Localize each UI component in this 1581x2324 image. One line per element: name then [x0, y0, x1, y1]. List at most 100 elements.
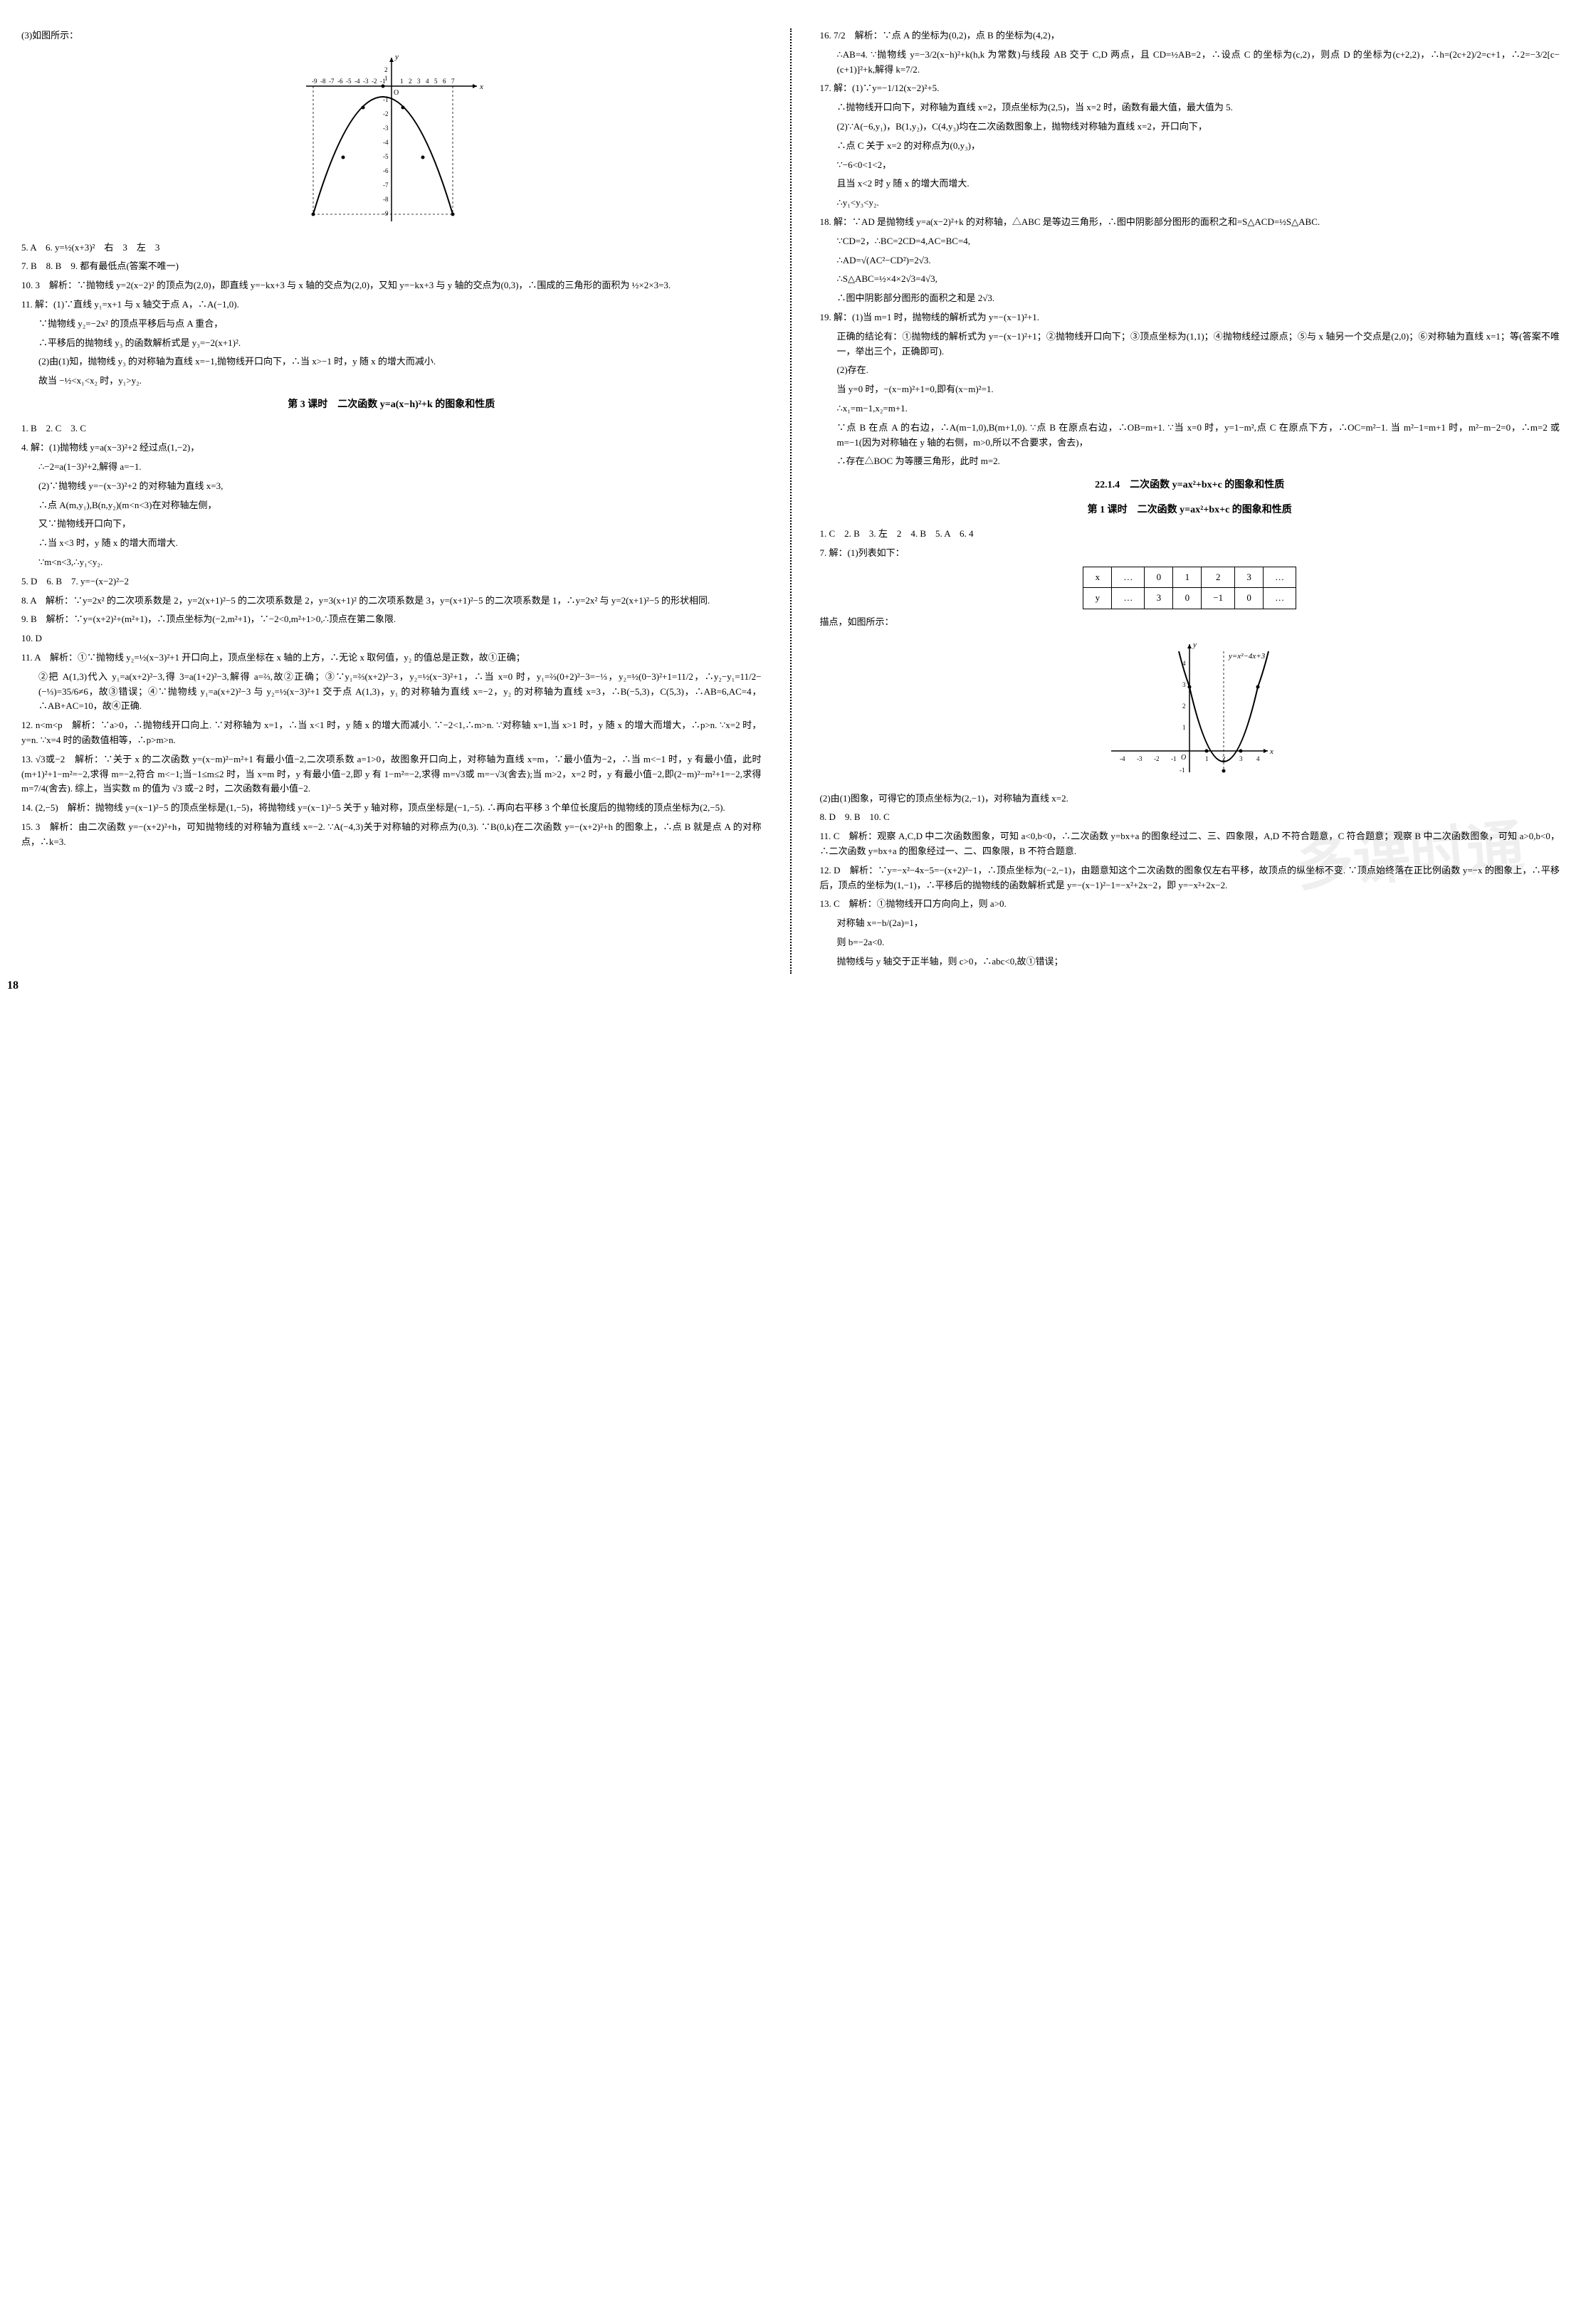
- s3-q11-line1: 11. A 解析：①∵抛物线 y₂=½(x−3)²+1 开口向上，顶点坐标在 x…: [21, 651, 762, 666]
- svg-text:x: x: [1269, 747, 1273, 756]
- c1-q13-line4: 抛物线与 y 轴交于正半轴，则 c>0，∴abc<0,故①错误；: [820, 955, 1560, 969]
- svg-text:1: 1: [384, 75, 388, 82]
- question-3-intro: (3)如图所示：: [21, 28, 762, 43]
- table-row-y: y: [1083, 588, 1112, 609]
- table-cell-neg1: −1: [1202, 588, 1235, 609]
- s3-q4-line2: ∴−2=a(1−3)²+2,解得 a=−1.: [21, 460, 762, 475]
- q19-line4: 当 y=0 时，−(x−m)²+1=0,即有(x−m)²=1.: [820, 382, 1560, 397]
- svg-text:O: O: [394, 89, 399, 97]
- svg-text:y: y: [394, 53, 399, 61]
- c1-q13-line2: 对称轴 x=−b/(2a)=1，: [820, 916, 1560, 931]
- s3-q15: 15. 3 解析：由二次函数 y=−(x+2)²+h，可知抛物线的对称轴为直线 …: [21, 820, 762, 850]
- q18-line3: ∴AD=√(AC²−CD²)=2√3.: [820, 253, 1560, 268]
- s3-q11-line2: ②把 A(1,3)代入 y₁=a(x+2)²−3,得 3=a(1+2)²−3,解…: [21, 670, 762, 714]
- question-11-line2: ∵抛物线 y₂=−2x² 的顶点平移后与点 A 重合，: [21, 317, 762, 332]
- table-header-3: 3: [1235, 567, 1264, 588]
- svg-text:-4: -4: [383, 139, 389, 146]
- svg-text:3: 3: [1239, 755, 1243, 762]
- question-11-line5: 故当 −½<x₁<x₂ 时，y₁>y₂.: [21, 374, 762, 389]
- q18-line4: ∴S△ABC=½×4×2√3=4√3,: [820, 272, 1560, 287]
- svg-text:2: 2: [1182, 703, 1186, 710]
- c1-q13-line1: 13. C 解析：①抛物线开口方向向上，则 a>0.: [820, 897, 1560, 912]
- svg-text:1: 1: [400, 78, 404, 85]
- table-header-2: 2: [1202, 567, 1235, 588]
- c1-answers-1-6: 1. C 2. B 3. 左 2 4. B 5. A 6. 4: [820, 527, 1560, 542]
- table-cell-dots1: …: [1112, 588, 1145, 609]
- svg-text:4: 4: [426, 78, 429, 85]
- svg-text:-2: -2: [372, 78, 377, 85]
- table-header-dots2: …: [1264, 567, 1296, 588]
- q19-line7: ∴存在△BOC 为等腰三角形，此时 m=2.: [820, 454, 1560, 469]
- svg-text:1: 1: [1205, 755, 1209, 762]
- section-class1-title: 第 1 课时 二次函数 y=ax²+bx+c 的图象和性质: [820, 503, 1560, 518]
- s3-q4-line1: 4. 解：(1)抛物线 y=a(x−3)²+2 经过点(1,−2)，: [21, 441, 762, 456]
- svg-text:-3: -3: [1137, 755, 1143, 762]
- question-10: 10. 3 解析：∵抛物线 y=2(x−2)² 的顶点为(2,0)，即直线 y=…: [21, 278, 762, 293]
- question-11-line3: ∴平移后的抛物线 y₃ 的函数解析式是 y₃=−2(x+1)².: [21, 336, 762, 351]
- svg-text:x: x: [479, 83, 483, 91]
- q16-line2: ∴AB=4. ∵抛物线 y=−3/2(x−h)²+k(h,k 为常数)与线段 A…: [820, 48, 1560, 78]
- svg-text:-8: -8: [320, 78, 326, 85]
- question-11-line4: (2)由(1)知，抛物线 y₃ 的对称轴为直线 x=−1,抛物线开口向下，∴当 …: [21, 354, 762, 369]
- q19-line3: (2)存在.: [820, 363, 1560, 378]
- svg-text:3: 3: [417, 78, 421, 85]
- svg-text:-7: -7: [383, 182, 389, 189]
- svg-text:-4: -4: [1120, 755, 1125, 762]
- q19-line5: ∴x₁=m−1,x₂=m+1.: [820, 401, 1560, 416]
- figure-1-parabola-down: x y O -9 -8 -7 -6 -5 -4 -3 -2 -1 1 2 3 4…: [21, 51, 762, 233]
- table-cell-0b: 0: [1235, 588, 1264, 609]
- c1-q13-line3: 则 b=−2a<0.: [820, 935, 1560, 950]
- svg-text:-3: -3: [363, 78, 369, 85]
- svg-text:6: 6: [443, 78, 446, 85]
- figure-2-parabola-up: x y O -4 -3 -2 -1 1 2 3 4 4 3 2 1 -1: [820, 637, 1560, 784]
- s3-q12: 12. n<m<p 解析：∵a>0，∴抛物线开口向上. ∵对称轴为 x=1，∴当…: [21, 718, 762, 748]
- s3-q4-line4: ∴点 A(m,y₁),B(n,y₂)(m<n<3)在对称轴左侧，: [21, 498, 762, 513]
- q17-line5: ∵−6<0<1<2，: [820, 158, 1560, 173]
- s3-q4-line3: (2)∵抛物线 y=−(x−3)²+2 的对称轴为直线 x=3,: [21, 479, 762, 494]
- svg-text:y=x²−4x+3: y=x²−4x+3: [1228, 652, 1266, 661]
- svg-text:-9: -9: [312, 78, 317, 85]
- s3-q13: 13. √3或−2 解析：∵关于 x 的二次函数 y=(x−m)²−m²+1 有…: [21, 752, 762, 796]
- q19-line6: ∵点 B 在点 A 的右边，∴A(m−1,0),B(m+1,0). ∵点 B 在…: [820, 421, 1560, 451]
- c1-answers-8-10: 8. D 9. B 10. C: [820, 810, 1560, 825]
- svg-text:-5: -5: [346, 78, 352, 85]
- c1-q7-plot-label: 描点，如图所示：: [820, 615, 1560, 630]
- q17-line1: 17. 解：(1)∵y=−1/12(x−2)²+5.: [820, 81, 1560, 96]
- svg-text:-9: -9: [383, 210, 389, 217]
- svg-text:-1: -1: [1171, 755, 1177, 762]
- c1-q12: 12. D 解析：∵y=−x²−4x−5=−(x+2)²−1，∴顶点坐标为(−2…: [820, 863, 1560, 893]
- svg-text:-6: -6: [383, 167, 389, 174]
- q17-line7: ∴y₁<y₃<y₂.: [820, 196, 1560, 211]
- answers-7-9: 7. B 8. B 9. 都有最低点(答案不唯一): [21, 259, 762, 274]
- section-3-title: 第 3 课时 二次函数 y=a(x−h)²+k 的图象和性质: [21, 397, 762, 413]
- svg-text:7: 7: [451, 78, 455, 85]
- table-header-1: 1: [1173, 567, 1202, 588]
- s3-answers-1-3: 1. B 2. C 3. C: [21, 421, 762, 436]
- table-header-dots1: …: [1112, 567, 1145, 588]
- question-11-line1: 11. 解：(1)∵直线 y₁=x+1 与 x 轴交于点 A，∴A(−1,0).: [21, 298, 762, 312]
- s3-q14: 14. (2,−5) 解析：抛物线 y=(x−1)²−5 的顶点坐标是(1,−5…: [21, 801, 762, 816]
- svg-text:1: 1: [1182, 724, 1186, 731]
- parabola-chart-2: x y O -4 -3 -2 -1 1 2 3 4 4 3 2 1 -1: [1104, 637, 1275, 779]
- q17-line4: ∴点 C 关于 x=2 的对称点为(0,y₃)，: [820, 139, 1560, 154]
- q17-line2: ∴抛物线开口向下，对称轴为直线 x=2，顶点坐标为(2,5)，当 x=2 时，函…: [820, 100, 1560, 115]
- table-cell-3: 3: [1145, 588, 1173, 609]
- table-cell-0: 0: [1173, 588, 1202, 609]
- svg-text:-6: -6: [337, 78, 343, 85]
- svg-text:5: 5: [434, 78, 438, 85]
- svg-text:-7: -7: [329, 78, 335, 85]
- c1-q7-intro: 7. 解：(1)列表如下：: [820, 546, 1560, 561]
- svg-text:4: 4: [1256, 755, 1260, 762]
- q18-line5: ∴图中阴影部分图形的面积之和是 2√3.: [820, 291, 1560, 306]
- s3-q4-line5: 又∵抛物线开口向下，: [21, 517, 762, 532]
- table-cell-dots2: …: [1264, 588, 1296, 609]
- s3-q8: 8. A 解析：∵y=2x² 的二次项系数是 2，y=2(x+1)²−5 的二次…: [21, 594, 762, 609]
- s3-q10: 10. D: [21, 631, 762, 646]
- svg-text:-2: -2: [383, 110, 389, 117]
- parabola-chart-1: x y O -9 -8 -7 -6 -5 -4 -3 -2 -1 1 2 3 4…: [299, 51, 484, 228]
- q17-line6: 且当 x<2 时 y 随 x 的增大而增大.: [820, 177, 1560, 191]
- svg-text:-1: -1: [1180, 767, 1185, 774]
- q18-line1: 18. 解：∵AD 是抛物线 y=a(x−2)²+k 的对称轴，△ABC 是等边…: [820, 215, 1560, 230]
- svg-text:y: y: [1192, 641, 1197, 649]
- q16-line1: 16. 7/2 解析：∵点 A 的坐标为(0,2)，点 B 的坐标为(4,2)，: [820, 28, 1560, 43]
